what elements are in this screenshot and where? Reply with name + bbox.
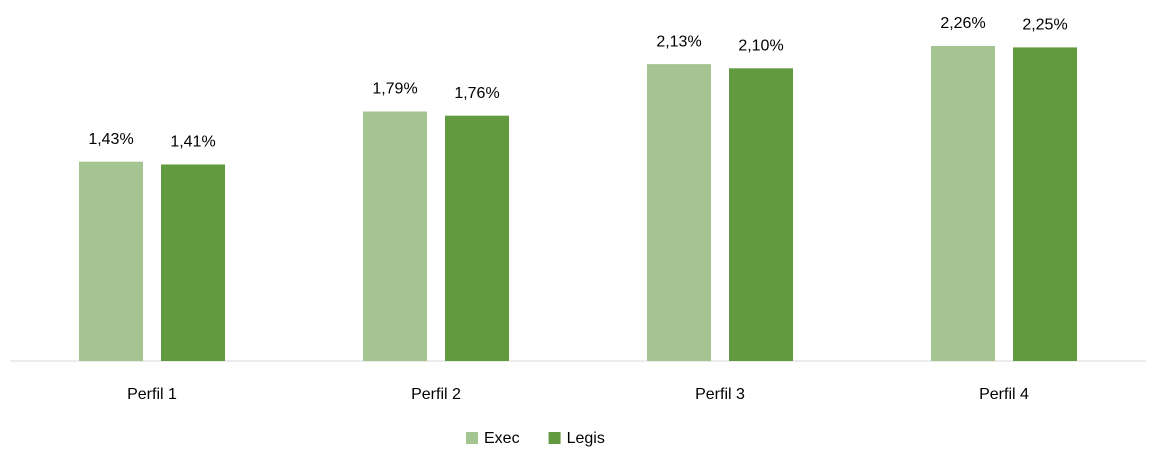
x-tick-label: Perfil 2 bbox=[411, 386, 461, 403]
legend-label: Exec bbox=[484, 430, 520, 447]
bar bbox=[647, 64, 711, 361]
bar bbox=[1013, 47, 1077, 362]
data-label: 2,10% bbox=[738, 38, 783, 55]
legend-swatch bbox=[548, 432, 561, 444]
x-tick-label: Perfil 3 bbox=[695, 386, 745, 403]
data-label: 1,79% bbox=[372, 81, 417, 98]
data-label: 1,41% bbox=[170, 134, 215, 151]
bar bbox=[363, 111, 427, 361]
x-tick-label: Perfil 1 bbox=[127, 386, 177, 403]
legend-label: Legis bbox=[567, 430, 605, 447]
data-label: 1,43% bbox=[88, 131, 133, 148]
data-label: 2,25% bbox=[1022, 17, 1067, 34]
legend-swatch bbox=[466, 432, 478, 444]
bar bbox=[445, 115, 509, 361]
bar bbox=[931, 46, 995, 361]
bar bbox=[729, 68, 793, 361]
data-label: 1,76% bbox=[454, 85, 499, 102]
data-label: 2,26% bbox=[940, 15, 985, 32]
data-label: 2,13% bbox=[656, 33, 701, 50]
bar bbox=[79, 161, 143, 361]
bar bbox=[161, 164, 225, 361]
x-tick-label: Perfil 4 bbox=[979, 386, 1029, 403]
